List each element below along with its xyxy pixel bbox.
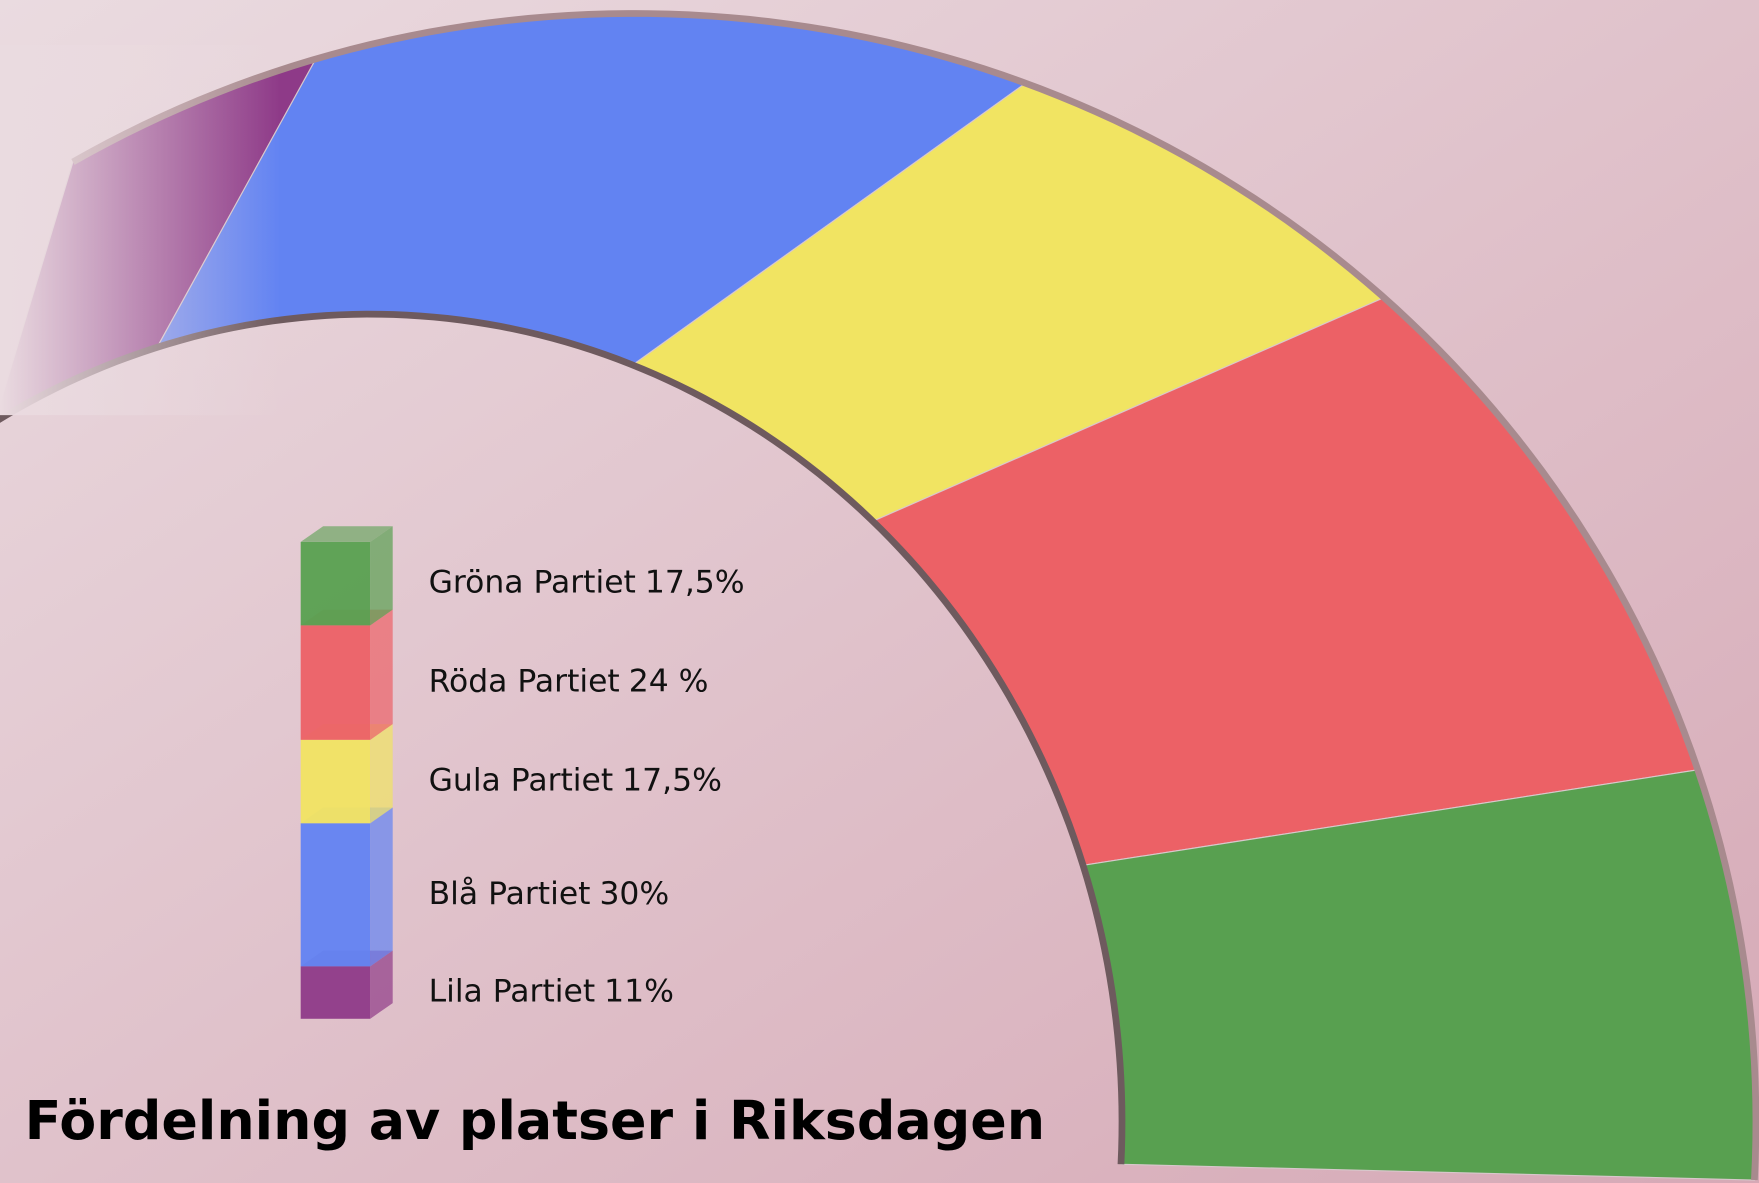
plot: Lila Partiet 11% Blå Partiet 30% Gula Partie… — [0, 10, 1759, 1181]
legend-name: Gröna Partiet — [429, 565, 636, 601]
legend-name: Lila Partiet — [429, 974, 596, 1010]
legend-value: 11% — [604, 974, 674, 1010]
legend-name: Blå Partiet — [429, 875, 591, 912]
legend-name: Röda Partiet — [429, 664, 620, 700]
legend-label: Lila Partiet 11% — [429, 974, 674, 1010]
legend-label: Röda Partiet 24 % — [429, 664, 709, 700]
legend-value: 17,5% — [645, 565, 745, 601]
legend: Lila Partiet 11% Blå Partiet 30% Gula Partie… — [300, 526, 745, 1019]
legend-bar-side — [370, 807, 393, 967]
legend-value: 24 % — [629, 664, 709, 700]
legend-bar-cap — [300, 526, 393, 542]
legend-bar — [300, 625, 371, 740]
legend-bar-side — [370, 526, 393, 626]
fade — [0, 44, 281, 416]
arc-group — [0, 10, 1759, 1181]
outer-rim — [71, 10, 1759, 1181]
legend-bar — [300, 739, 371, 824]
legend-name: Gula Partiet — [429, 763, 614, 799]
legend-bar-side — [370, 724, 393, 824]
legend-bar-side — [370, 609, 393, 740]
chart-title: Fördelning av platser i Riksdagen — [25, 1089, 1045, 1152]
legend-label: Gula Partiet 17,5% — [429, 763, 722, 799]
legend-bar — [300, 823, 371, 967]
legend-bar-side — [370, 950, 393, 1019]
legend-label: Blå Partiet 30% — [429, 875, 670, 912]
legend-value: 17,5% — [622, 763, 722, 799]
legend-bar — [300, 966, 371, 1019]
legend-value: 30% — [599, 876, 669, 912]
legend-bar — [300, 541, 371, 626]
legend-label: Gröna Partiet 17,5% — [429, 565, 745, 601]
